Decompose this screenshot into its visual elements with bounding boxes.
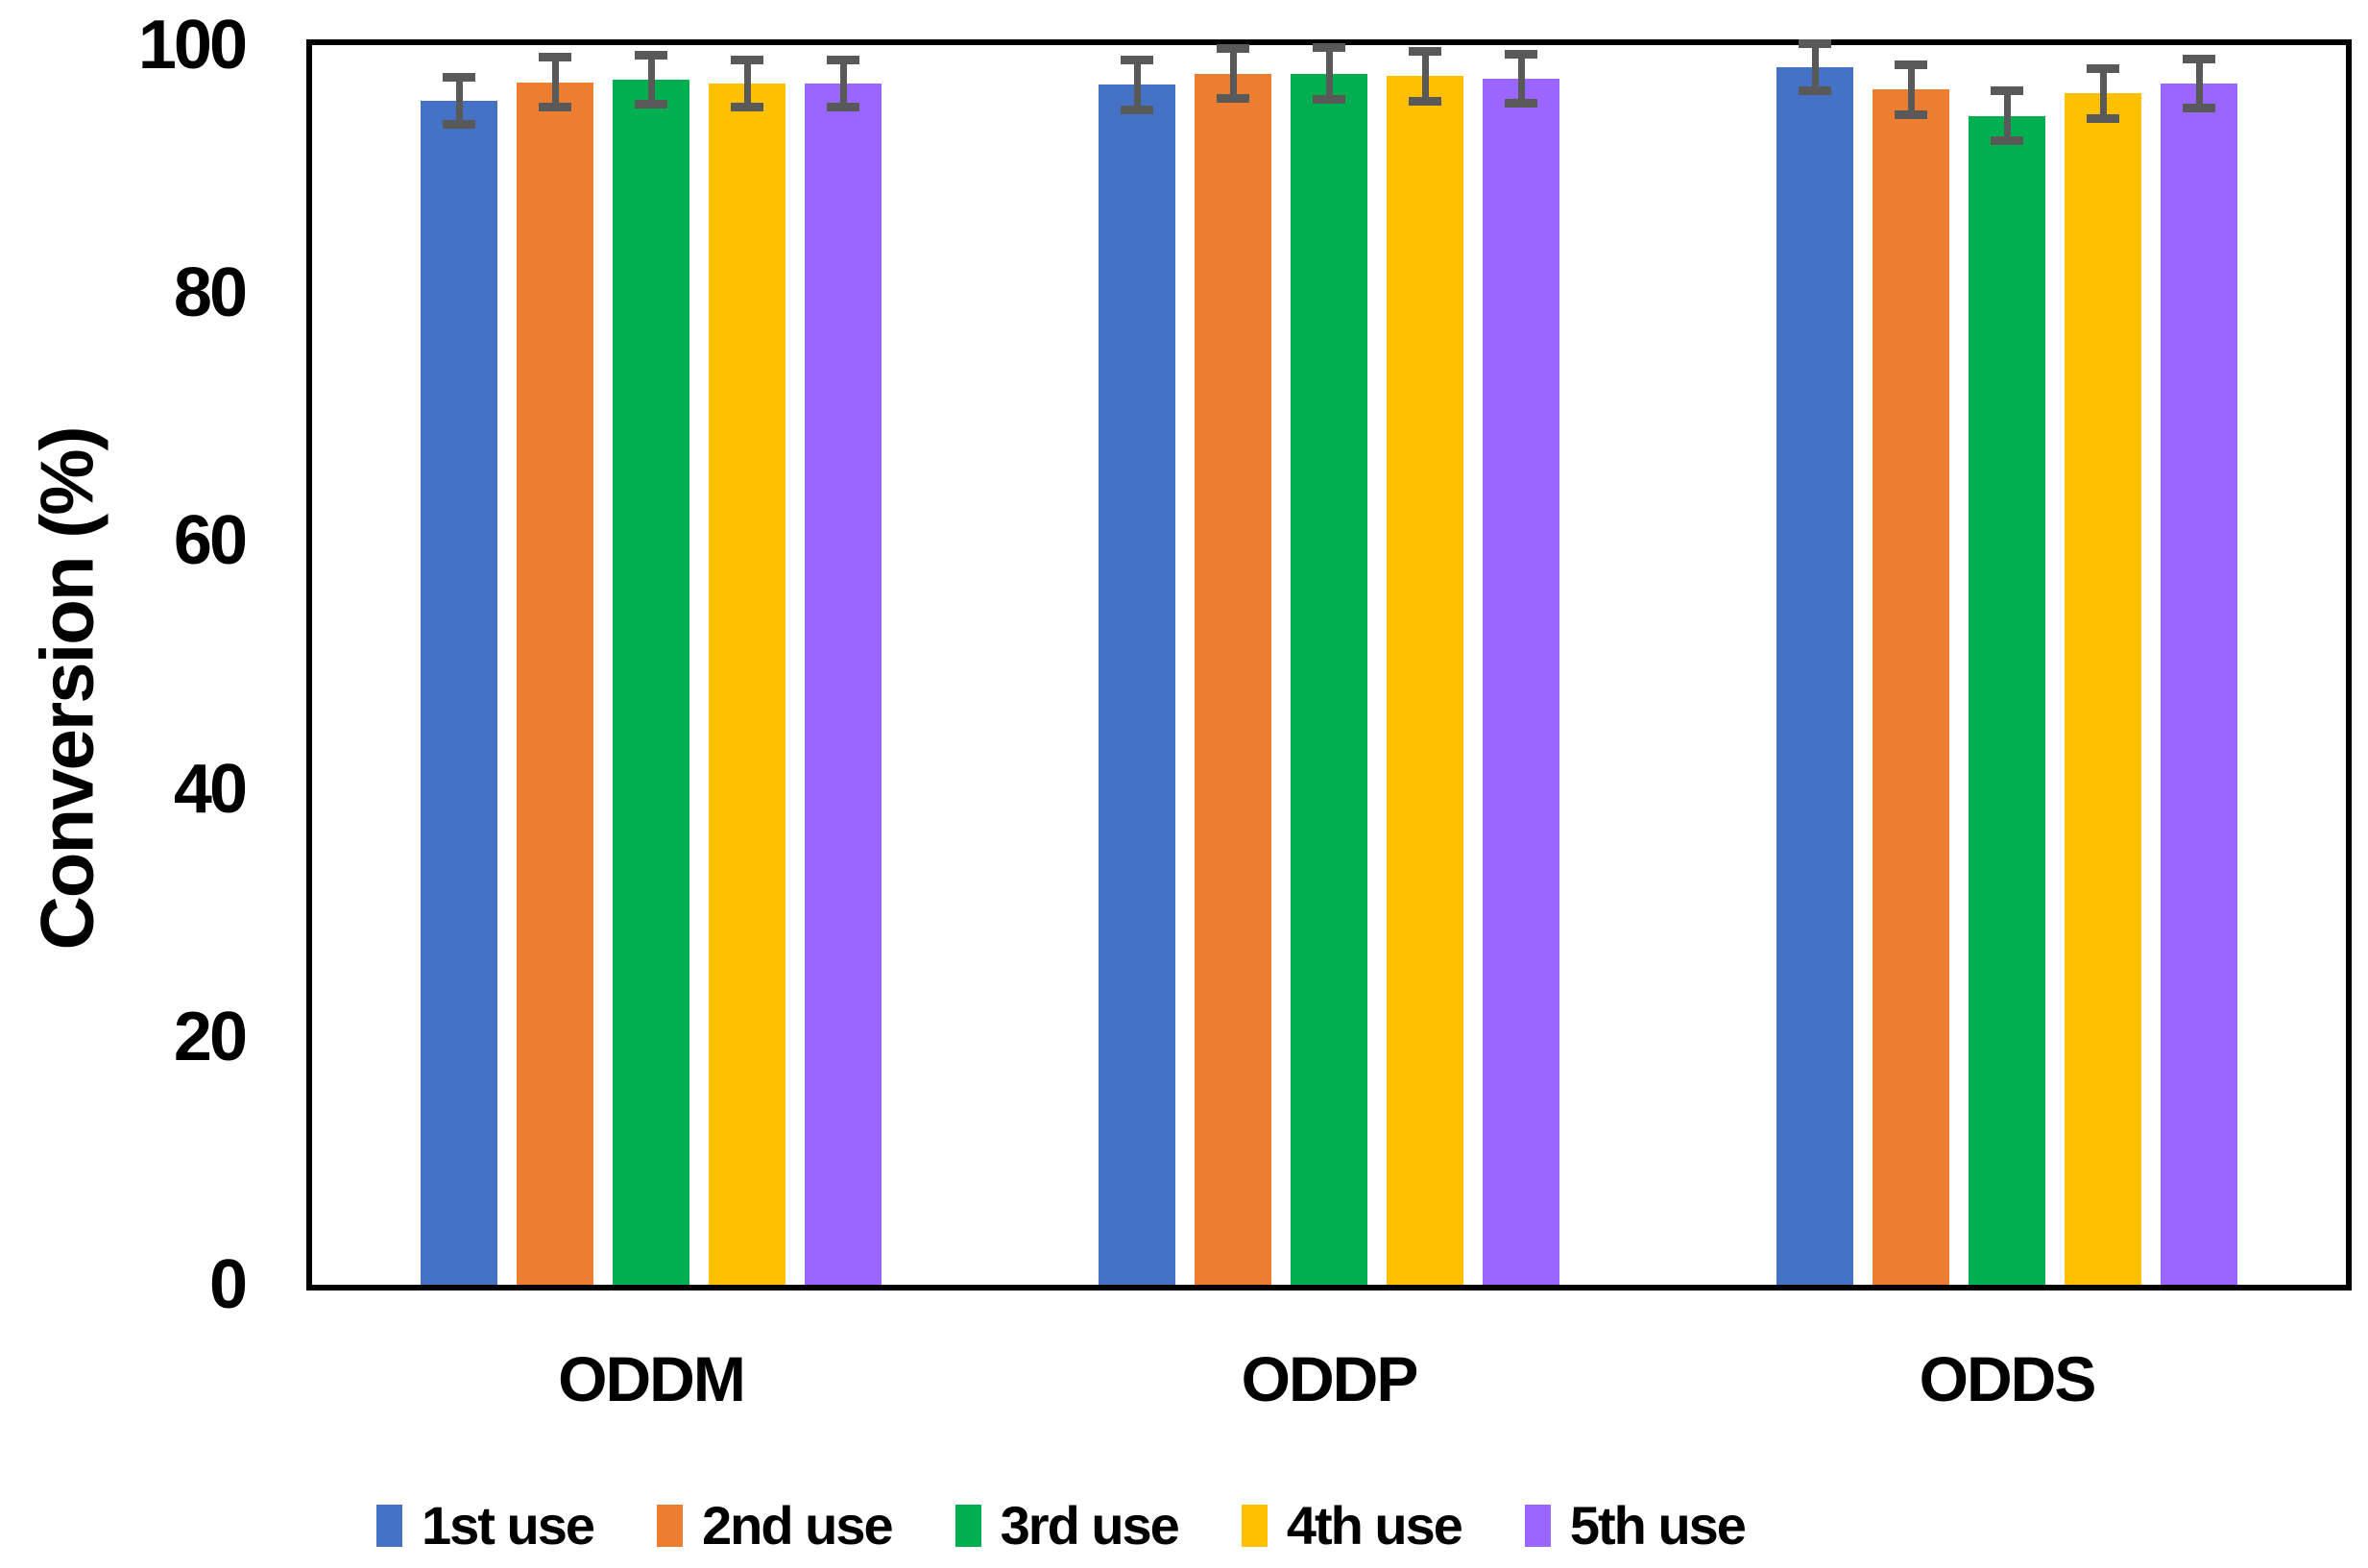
error-bar-cap (827, 103, 859, 112)
error-bar-cap (1895, 109, 1927, 119)
error-bar-cap (539, 53, 571, 62)
error-bar-cap (1991, 135, 2023, 145)
error-bar-line (1133, 60, 1141, 110)
error-bar-cap (2087, 64, 2119, 74)
legend-label: 1st use (422, 1495, 595, 1556)
bar-oddp-3rd-use (1291, 73, 1367, 1285)
bar-oddm-3rd-use (613, 80, 689, 1285)
x-category-label: ODDS (1919, 1343, 2097, 1414)
error-bar-cap (635, 50, 667, 60)
legend-swatch-icon (376, 1504, 402, 1547)
error-bar-line (647, 55, 655, 105)
error-bar-line (2003, 90, 2011, 141)
y-tick-label: 40 (173, 750, 248, 828)
legend-item: 2nd use (657, 1494, 894, 1556)
error-bar-cap (731, 103, 763, 112)
error-bar-line (2195, 59, 2203, 109)
error-bar-cap (731, 55, 763, 64)
legend: 1st use 2nd use 3rd use 4th use 5th use (376, 1494, 1747, 1556)
error-bar-cap (1409, 96, 1441, 106)
error-bar-cap (1895, 60, 1927, 70)
error-bar-cap (539, 103, 571, 112)
bar-odds-1st-use (1776, 67, 1853, 1285)
bar-odds-2nd-use (1873, 89, 1949, 1285)
y-axis-title: Conversion (%) (24, 427, 109, 951)
error-bar-line (1229, 48, 1237, 99)
bar-oddp-4th-use (1387, 76, 1463, 1285)
error-bar-cap (635, 100, 667, 109)
error-bar-cap (2087, 113, 2119, 123)
bar-odds-3rd-use (1969, 115, 2045, 1285)
y-tick-label: 0 (208, 1246, 248, 1323)
y-tick-label: 80 (173, 254, 248, 332)
legend-label: 3rd use (1000, 1495, 1180, 1556)
legend-item: 4th use (1241, 1494, 1463, 1556)
error-bar-line (1907, 64, 1915, 115)
error-bar-line (743, 60, 751, 108)
error-bar-cap (1313, 43, 1345, 53)
bar-odds-5th-use (2161, 84, 2237, 1285)
error-bar-line (455, 77, 463, 125)
legend-swatch-icon (1524, 1504, 1551, 1547)
legend-item: 3rd use (954, 1494, 1180, 1556)
error-bar-cap (1505, 49, 1537, 59)
error-bar-cap (1121, 105, 1153, 114)
bar-oddp-1st-use (1099, 84, 1175, 1285)
error-bar-line (1517, 54, 1525, 104)
error-bar-cap (827, 55, 859, 64)
y-tick-label: 100 (137, 7, 248, 84)
legend-swatch-icon (954, 1504, 981, 1547)
error-bar-cap (1217, 94, 1249, 103)
y-tick-label: 60 (173, 502, 248, 580)
plot-frame (306, 39, 2352, 1291)
error-bar-cap (2183, 54, 2215, 63)
bar-oddm-4th-use (709, 84, 785, 1285)
error-bar-line (1421, 51, 1429, 102)
error-bar-cap (2183, 104, 2215, 113)
error-bar-cap (1121, 55, 1153, 64)
error-bar-cap (1217, 44, 1249, 54)
error-bar-line (839, 60, 847, 108)
error-bar-cap (1313, 95, 1345, 105)
error-bar-cap (1799, 86, 1831, 96)
error-bar-cap (1799, 39, 1831, 49)
error-bar-line (1811, 43, 1819, 91)
error-bar-line (1325, 47, 1333, 100)
bar-oddm-1st-use (421, 101, 497, 1285)
legend-label: 4th use (1286, 1495, 1463, 1556)
error-bar-cap (1991, 86, 2023, 96)
error-bar-cap (443, 73, 475, 83)
bar-oddp-5th-use (1483, 78, 1559, 1285)
legend-item: 1st use (376, 1494, 595, 1556)
bar-oddm-2nd-use (517, 82, 593, 1285)
x-category-label: ODDP (1241, 1343, 1419, 1414)
error-bar-cap (1505, 99, 1537, 109)
legend-swatch-icon (1241, 1504, 1268, 1547)
legend-label: 2nd use (702, 1495, 894, 1556)
bar-oddp-2nd-use (1195, 73, 1271, 1285)
error-bar-line (2099, 68, 2107, 119)
error-bar-line (551, 57, 559, 108)
plot-area (312, 39, 2346, 1285)
legend-item: 5th use (1524, 1494, 1747, 1556)
bar-odds-4th-use (2065, 93, 2141, 1285)
x-category-label: ODDM (558, 1343, 746, 1414)
error-bar-cap (1409, 46, 1441, 56)
legend-label: 5th use (1569, 1495, 1747, 1556)
y-tick-label: 20 (173, 998, 248, 1075)
legend-swatch-icon (657, 1504, 683, 1547)
bar-oddm-5th-use (805, 84, 882, 1285)
error-bar-cap (443, 120, 475, 130)
